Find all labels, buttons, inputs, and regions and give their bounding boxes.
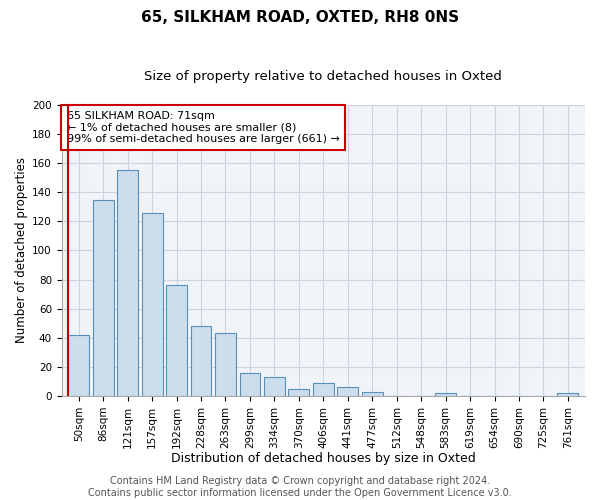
Text: 65, SILKHAM ROAD, OXTED, RH8 0NS: 65, SILKHAM ROAD, OXTED, RH8 0NS xyxy=(141,10,459,25)
Bar xyxy=(289,388,309,396)
Text: Contains HM Land Registry data © Crown copyright and database right 2024.
Contai: Contains HM Land Registry data © Crown c… xyxy=(88,476,512,498)
Title: Size of property relative to detached houses in Oxted: Size of property relative to detached ho… xyxy=(145,70,502,83)
Bar xyxy=(142,212,163,396)
Bar xyxy=(435,393,456,396)
Bar xyxy=(93,200,113,396)
Text: 65 SILKHAM ROAD: 71sqm
← 1% of detached houses are smaller (8)
99% of semi-detac: 65 SILKHAM ROAD: 71sqm ← 1% of detached … xyxy=(67,111,340,144)
Bar xyxy=(362,392,383,396)
Bar xyxy=(191,326,211,396)
Y-axis label: Number of detached properties: Number of detached properties xyxy=(15,158,28,344)
Bar xyxy=(337,388,358,396)
Bar xyxy=(215,334,236,396)
Bar xyxy=(557,393,578,396)
Bar xyxy=(117,170,138,396)
Bar xyxy=(239,372,260,396)
Bar xyxy=(264,377,285,396)
Bar xyxy=(166,286,187,396)
Bar xyxy=(68,335,89,396)
X-axis label: Distribution of detached houses by size in Oxted: Distribution of detached houses by size … xyxy=(171,452,476,465)
Bar xyxy=(313,383,334,396)
